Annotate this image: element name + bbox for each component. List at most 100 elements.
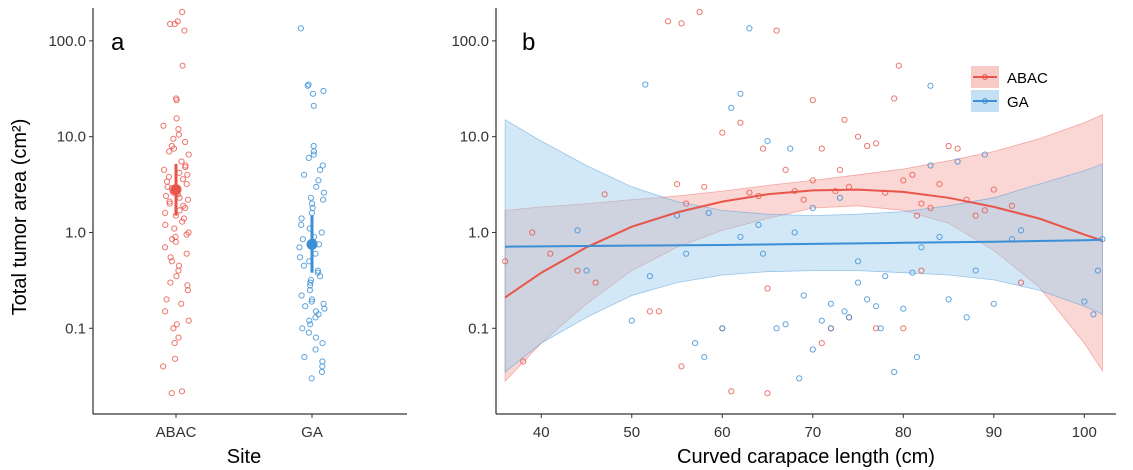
panel-b-point-abac <box>918 200 925 207</box>
panel-a-point-abac <box>179 176 186 183</box>
panel-b-ci-ribbon-ga <box>504 119 1103 373</box>
panel-b-point-ga <box>800 292 807 299</box>
panel-a-point-abac <box>164 183 171 190</box>
panel-a-point-ga <box>298 292 305 299</box>
panel-a-point-ga <box>319 162 326 169</box>
panel-a-point-abac <box>185 317 192 324</box>
legend: ABAC GA <box>971 66 1048 112</box>
panel-b-point-abac <box>913 212 921 219</box>
panel-a-point-abac <box>171 225 178 232</box>
panel-b-x-tick-label: 40 <box>533 424 550 441</box>
panel-b-point-abac <box>990 186 997 193</box>
panel-b-point-abac <box>936 181 943 188</box>
panel-b-point-ga <box>981 151 988 158</box>
panel-b-point-abac <box>673 181 681 188</box>
panel-b-point-abac <box>895 62 902 69</box>
panel-a-mean-abac <box>170 184 182 196</box>
panel-a-point-abac <box>160 122 167 129</box>
panel-b-point-abac <box>728 388 735 395</box>
panel-b-point-abac <box>818 145 825 152</box>
panel-a-point-ga <box>299 325 306 332</box>
panel-a-point-ga <box>317 273 324 280</box>
panel-a-point-ga <box>319 340 326 347</box>
panel-a-point-abac <box>175 262 183 269</box>
panel-a-point-abac <box>175 267 182 274</box>
panel-a-point-abac <box>162 221 169 228</box>
panel-a-point-ga <box>308 296 316 303</box>
panel-a-point-ga <box>307 321 314 328</box>
panel-a-point-ga <box>310 151 317 158</box>
panel-a-point-ga <box>321 305 328 312</box>
panel-b-point-abac <box>502 258 509 265</box>
panel-b-point-ga <box>737 90 744 97</box>
panel-b-point-abac <box>836 166 844 173</box>
panel-a-y-tick-label: 1.0 <box>65 224 86 241</box>
panel-b-point-abac <box>678 20 685 27</box>
panel-a-point-ga <box>302 303 309 310</box>
panel-b-point-abac <box>529 229 536 236</box>
panel-a-point-ga <box>296 254 304 261</box>
panel-a-point-ga <box>298 215 305 222</box>
panel-b-point-ga <box>759 250 767 257</box>
panel-a-x-tick-label: GA <box>301 424 323 441</box>
panel-b-point-ga <box>990 300 997 307</box>
panel-b-point-ga <box>954 158 961 165</box>
panel-b-y-tick-label: 0.1 <box>468 320 489 337</box>
panel-a-point-abac <box>175 126 182 133</box>
panel-a-point-abac <box>172 238 179 245</box>
panel-b-point-ga <box>827 300 835 307</box>
panel-a-point-abac <box>182 138 189 146</box>
panel-b-point-ga <box>642 81 649 88</box>
panel-a-point-ga <box>318 229 325 236</box>
panel-a-point-ga <box>299 236 306 243</box>
panel-a-point-abac <box>180 215 188 222</box>
panel-b-fit-line-ga <box>505 238 1103 248</box>
panel-a-label: a <box>111 29 125 56</box>
panel-a-point-abac <box>178 388 186 395</box>
panel-a-point-ga <box>305 329 312 336</box>
panel-b-point-abac <box>574 267 581 274</box>
panel-a-point-abac <box>185 151 192 158</box>
panel-a-point-ga <box>320 300 327 307</box>
panel-b-point-ga <box>787 145 794 152</box>
panel-a-point-abac <box>163 178 171 185</box>
panel-b-point-ga <box>809 204 816 212</box>
panel-b-point-abac <box>832 188 839 195</box>
panel-b-point-abac <box>664 18 672 25</box>
panel-b-point-abac <box>954 145 961 152</box>
panel-b-point-abac <box>891 95 898 102</box>
panel-b-x-tick-label: 70 <box>804 424 821 441</box>
panel-a-point-ga <box>307 279 314 286</box>
panel-b-point-abac <box>918 267 925 274</box>
panel-b-point-abac <box>809 177 816 184</box>
panel-b-point-ga <box>628 317 635 324</box>
panel-a-point-abac <box>172 355 179 362</box>
panel-b-point-ga <box>936 233 943 240</box>
panel-a-point-abac <box>182 164 189 171</box>
panel-b-point-ga <box>963 314 970 321</box>
panel-a-point-ga <box>312 314 319 321</box>
panel-b-point-ga <box>683 250 690 257</box>
panel-b-x-axis-label: Curved carapace length (cm) <box>677 446 935 468</box>
panel-a-point-abac <box>183 231 190 238</box>
panel-b-point-abac <box>683 200 690 207</box>
panel-b-point-ga <box>764 138 771 145</box>
panel-b-point-ga <box>927 162 934 169</box>
panel-b-point-abac <box>909 171 916 178</box>
panel-b-point-abac <box>873 325 880 332</box>
panel-b-point-abac <box>1008 202 1016 209</box>
panel-b-point-ga <box>583 267 590 274</box>
panel-b-point-ga <box>900 305 907 312</box>
panel-b-ci-ribbon-abac <box>504 113 1103 383</box>
panel-a-point-abac <box>173 115 180 122</box>
panel-a-point-ga <box>308 209 315 216</box>
panel-a-point-abac <box>163 296 170 303</box>
panel-a-point-ga <box>300 262 308 269</box>
panel-b-point-ga <box>692 340 699 347</box>
panel-b-y-tick-label: 10.0 <box>460 129 489 146</box>
panel-a-point-abac <box>182 204 189 212</box>
panel-b-point-ga <box>646 273 654 280</box>
panel-b-point-ga <box>845 314 853 321</box>
panel-b-point-abac <box>764 390 771 397</box>
